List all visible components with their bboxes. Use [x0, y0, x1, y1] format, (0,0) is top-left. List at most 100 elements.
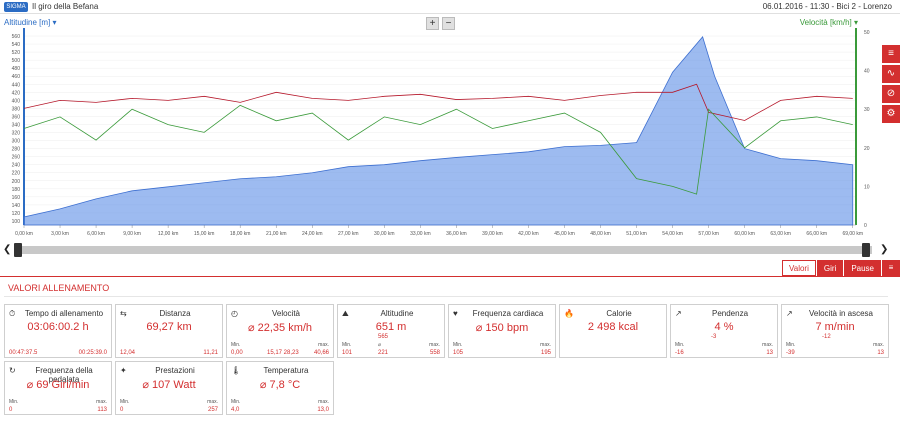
graph-icon[interactable]: ∿ — [882, 65, 900, 83]
y2-tick-label: 40 — [864, 69, 870, 75]
stat-card: 🔥 Calorie 2 498 kcal — [559, 304, 667, 358]
training-chart[interactable]: 5605405205004804604404204003803603403203… — [0, 15, 880, 245]
stat-label: Distanza — [159, 309, 191, 318]
stat-max-label: max. — [429, 342, 440, 348]
no-location-icon[interactable]: ⊘ — [882, 85, 900, 103]
stat-min-label: Min. — [231, 342, 241, 348]
y-tick-label: 560 — [12, 34, 21, 40]
stat-avg-label: ⌀ — [378, 342, 382, 348]
stat-icon: ◴ — [231, 309, 238, 318]
x-tick-label: 30,00 km — [374, 231, 395, 237]
stat-value: 4 % — [714, 321, 734, 333]
stat-sub-value: -3 — [711, 334, 717, 340]
divider — [4, 296, 888, 297]
tab-giri[interactable]: Giri — [816, 260, 844, 276]
stat-label: Velocità — [271, 309, 301, 318]
y-tick-label: 500 — [12, 58, 21, 64]
stat-min-value: 0 — [120, 407, 124, 413]
x-tick-label: 0,00 km — [15, 231, 33, 237]
y-tick-label: 380 — [12, 106, 21, 112]
x-tick-label: 42,00 km — [518, 231, 539, 237]
values-tabs: Valori Giri Pause ≡ — [781, 260, 900, 276]
zoom-out-button[interactable]: − — [442, 17, 455, 30]
range-end-handle[interactable] — [862, 243, 870, 257]
x-tick-label: 6,00 km — [87, 231, 105, 237]
x-tick-label: 12,00 km — [158, 231, 179, 237]
stat-max-value: 558 — [429, 350, 440, 356]
left-axis-select[interactable]: Altitudine [m] ▾ — [4, 18, 57, 27]
stat-icon: 🔥 — [564, 309, 574, 318]
x-tick-label: 9,00 km — [123, 231, 141, 237]
stat-max-value: 13,0 — [317, 407, 329, 413]
stat-max-value: 13 — [766, 350, 773, 356]
stat-max-label: max. — [762, 342, 773, 348]
stat-value: 2 498 kcal — [587, 321, 639, 333]
stat-value: 651 m — [375, 321, 407, 333]
range-start-handle[interactable] — [14, 243, 22, 257]
stat-card: ↻ Frequenza della pedalata ⌀ 69 Giri/min Mi… — [4, 361, 112, 415]
slider-track[interactable] — [14, 246, 872, 254]
stat-min-value: -39 — [786, 350, 795, 356]
stat-min-label: Min. — [9, 399, 19, 405]
range-slider[interactable]: ❮ ❯ — [0, 242, 900, 258]
list-view-icon[interactable]: ≡ — [882, 260, 900, 276]
stat-icon: ↻ — [9, 366, 16, 375]
stat-label: Pendenza — [711, 309, 749, 318]
stat-value: ⌀ 22,35 km/h — [247, 322, 313, 334]
x-tick-label: 33,00 km — [410, 231, 431, 237]
y-tick-label: 480 — [12, 66, 21, 72]
stat-card: ⛰ Altitudine 651 m 565 Min. ⌀ max. 101 221 558 — [337, 304, 445, 358]
stat-value: ⌀ 107 Watt — [142, 379, 196, 391]
x-tick-label: 18,00 km — [230, 231, 251, 237]
zoom-in-button[interactable]: + — [426, 17, 439, 30]
stat-max-label: max. — [207, 399, 218, 405]
stat-icon: ⏱ — [9, 309, 16, 318]
list-icon[interactable]: ≡ — [882, 45, 900, 63]
stat-avg-value: 15,17 28,23 — [267, 350, 299, 356]
y-tick-label: 360 — [12, 114, 21, 120]
section-title: VALORI ALLENAMENTO — [8, 283, 110, 293]
y-tick-label: 100 — [12, 219, 21, 225]
y-tick-label: 240 — [12, 163, 21, 169]
y2-tick-label: 30 — [864, 107, 870, 113]
scroll-left-icon[interactable]: ❮ — [3, 244, 12, 255]
tab-valori[interactable]: Valori — [782, 260, 816, 276]
stat-avg-value: 221 — [378, 350, 389, 356]
stat-max-value: 11,21 — [203, 350, 218, 356]
stat-max-label: max. — [540, 342, 551, 348]
y-tick-label: 440 — [12, 82, 21, 88]
x-tick-label: 3,00 km — [51, 231, 69, 237]
stat-max-label: max. — [96, 399, 107, 405]
y-tick-label: 280 — [12, 147, 21, 153]
stat-label: Frequenza cardiaca — [472, 309, 544, 318]
scroll-right-icon[interactable]: ❯ — [880, 244, 889, 255]
x-tick-label: 60,00 km — [734, 231, 755, 237]
stat-icon: ↗ — [675, 309, 682, 318]
stat-icon: ⛰ — [342, 309, 349, 318]
y-tick-label: 260 — [12, 155, 21, 161]
stat-card: ✦ Prestazioni ⌀ 107 Watt Min. max. 0 257 — [115, 361, 223, 415]
stat-min-value: 12,04 — [120, 350, 136, 356]
stat-label: Prestazioni — [155, 366, 195, 375]
stat-card: ↗ Velocità in ascesa 7 m/min -12 Min. max. -39… — [781, 304, 889, 358]
y-tick-label: 520 — [12, 50, 21, 56]
stat-value: ⌀ 69 Giri/min — [26, 379, 90, 391]
stat-min-value: 00:47:37.5 — [9, 350, 38, 356]
x-tick-label: 63,00 km — [770, 231, 791, 237]
y-tick-label: 120 — [12, 211, 21, 217]
stat-sub-value: -12 — [822, 334, 831, 340]
settings-icon[interactable]: ⚙ — [882, 105, 900, 123]
x-tick-label: 21,00 km — [266, 231, 287, 237]
y-tick-label: 320 — [12, 131, 21, 137]
stat-card: ◴ Velocità ⌀ 22,35 km/h Min. max. 0,00 15,17 2… — [226, 304, 334, 358]
stat-min-label: Min. — [786, 342, 796, 348]
right-axis-select[interactable]: Velocità [km/h] ▾ — [799, 18, 858, 27]
chart-area[interactable]: Altitudine [m] ▾ Velocità [km/h] ▾ + − 5… — [0, 15, 880, 245]
tab-pause[interactable]: Pause — [844, 260, 881, 276]
stat-min-label: Min. — [342, 342, 352, 348]
stat-min-label: Min. — [453, 342, 463, 348]
stat-max-value: 195 — [540, 350, 551, 356]
x-tick-label: 24,00 km — [302, 231, 323, 237]
y-tick-label: 400 — [12, 98, 21, 104]
y-tick-label: 300 — [12, 139, 21, 145]
